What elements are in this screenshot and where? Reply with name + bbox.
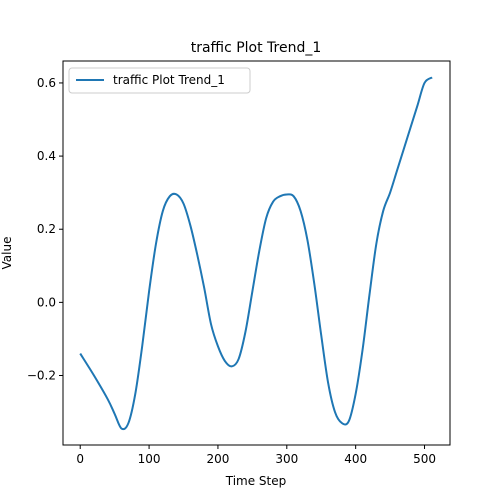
y-tick-label: 0.6 [37,76,56,90]
y-tick-label: −0.2 [27,369,56,383]
x-axis-ticks: 0 100 200 300 400 500 [76,445,436,466]
y-axis-ticks: −0.2 0.0 0.2 0.4 0.6 [27,76,63,383]
x-tick-label: 100 [138,452,161,466]
y-tick-label: 0.4 [37,149,56,163]
x-tick-label: 200 [206,452,229,466]
x-tick-label: 0 [76,452,84,466]
y-tick-label: 0.0 [37,295,56,309]
y-axis-label: Value [0,237,14,270]
legend: traffic Plot Trend_1 [68,67,251,94]
legend-box [68,67,251,94]
x-axis-label: Time Step [225,474,287,488]
x-tick-label: 400 [344,452,367,466]
series-layer [79,76,433,431]
chart-title: traffic Plot Trend_1 [191,40,322,56]
plot-area: 0 100 200 300 400 500 −0.2 0.0 0.2 0.4 0.6 [27,60,451,466]
legend-label: traffic Plot Trend_1 [113,73,225,87]
series-line [79,76,433,431]
x-tick-label: 300 [275,452,298,466]
axes-frame [62,60,451,446]
x-tick-label: 500 [413,452,436,466]
y-tick-label: 0.2 [37,222,56,236]
